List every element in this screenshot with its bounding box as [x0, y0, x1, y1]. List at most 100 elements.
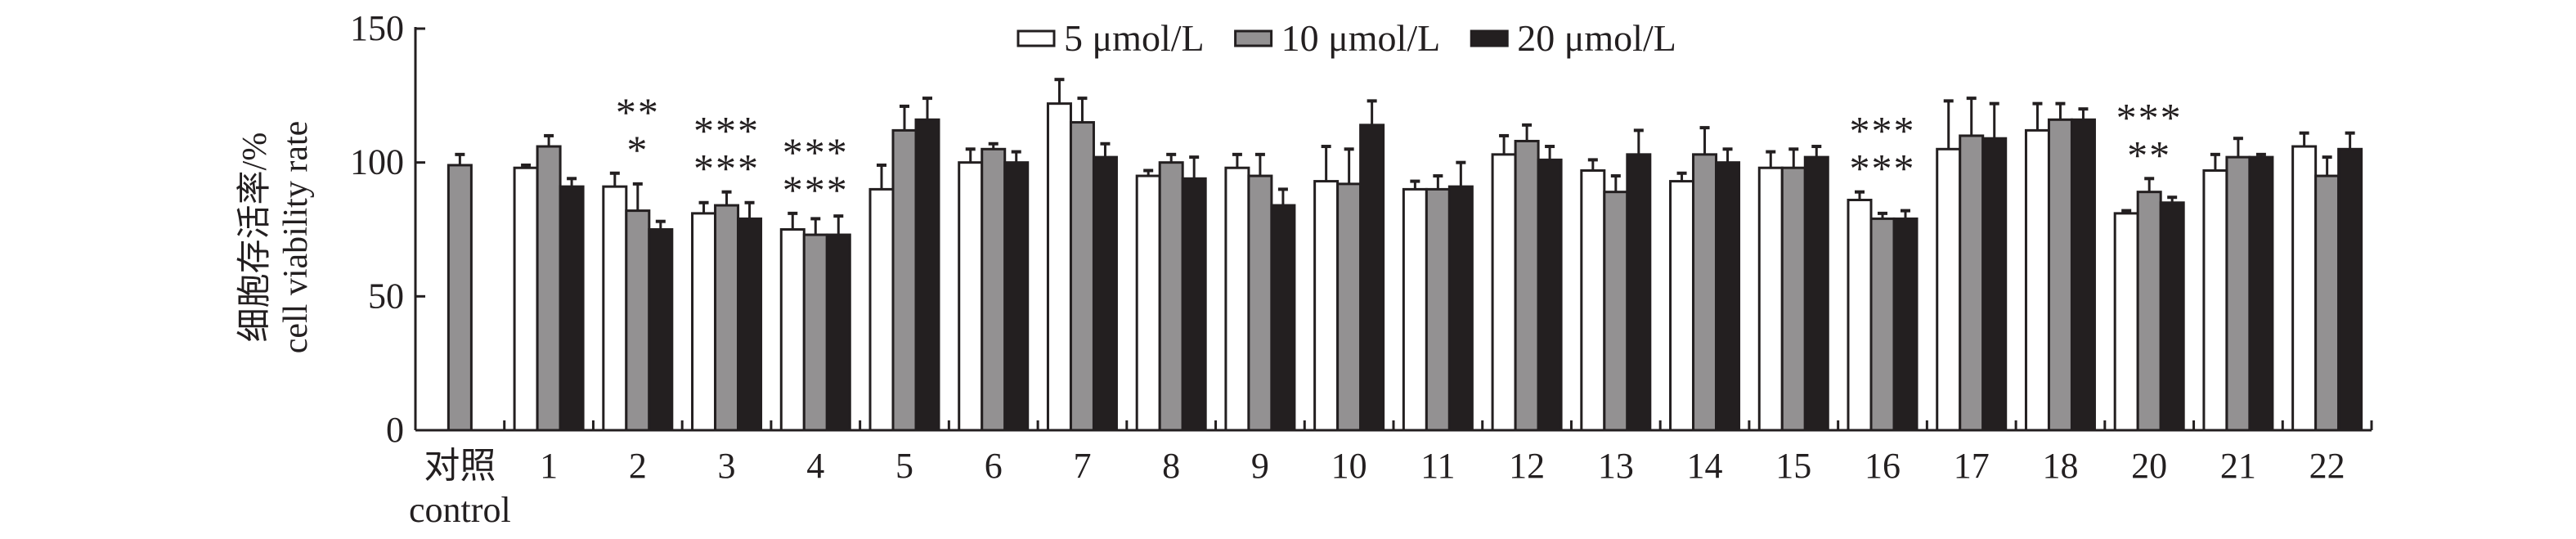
bar	[1402, 187, 1428, 432]
bar	[1669, 180, 1695, 432]
bar	[714, 204, 740, 432]
bar	[648, 228, 674, 432]
x-tick-label: 3	[718, 446, 736, 486]
bar	[2113, 212, 2139, 432]
legend-swatch	[1234, 29, 1273, 47]
legend: 5 μmol/L 10 μmol/L 20 μmol/L	[1016, 17, 1676, 59]
bar	[2159, 201, 2185, 432]
x-tick-label: 9	[1251, 446, 1269, 486]
bar	[1892, 217, 1919, 432]
bar	[2291, 145, 2318, 432]
x-tick-label: 21	[2220, 446, 2256, 486]
bar	[1981, 137, 2008, 432]
x-tick-label: 18	[2042, 446, 2078, 486]
bar	[981, 147, 1007, 432]
legend-label: 10 μmol/L	[1281, 17, 1441, 59]
bar	[1936, 147, 1962, 432]
y-tick-label: 0	[386, 410, 404, 450]
bar	[1692, 153, 1718, 432]
bar	[1359, 124, 1385, 432]
bar	[1869, 217, 1896, 432]
bar	[1313, 180, 1340, 432]
bar	[1425, 187, 1451, 432]
significance-marker: **	[2127, 132, 2171, 177]
bar	[868, 187, 895, 432]
x-tick-label: 15	[1775, 446, 1811, 486]
legend-label: 5 μmol/L	[1064, 17, 1205, 59]
bar	[1158, 161, 1184, 432]
legend-swatch	[1470, 29, 1509, 47]
bar	[602, 185, 628, 432]
bar	[559, 185, 585, 432]
bar	[2225, 155, 2251, 432]
bar	[891, 128, 918, 432]
bar	[825, 233, 851, 432]
bar	[1514, 139, 1540, 432]
significance-marker: ***	[783, 167, 849, 213]
bar	[1247, 174, 1273, 432]
bar	[1757, 166, 1784, 432]
bar	[536, 145, 562, 432]
bar	[1626, 153, 1652, 432]
significance-marker: ***	[1850, 146, 1916, 191]
significance-marker: ***	[783, 129, 849, 175]
x-tick-label: 2	[629, 446, 647, 486]
x-tick-label: 13	[1598, 446, 1634, 486]
x-tick-label: 11	[1420, 446, 1455, 486]
x-tick-label: 5	[895, 446, 913, 486]
bar	[1046, 102, 1072, 432]
x-tick-label: 6	[985, 446, 1003, 486]
x-tick-label: 14	[1687, 446, 1723, 486]
bar	[1224, 166, 1250, 432]
bar	[2314, 174, 2340, 432]
x-tick-label: 20	[2131, 446, 2167, 486]
y-tick-label: 100	[350, 142, 404, 182]
bar	[1847, 198, 1873, 432]
bar	[1959, 134, 1985, 432]
legend-label: 20 μmol/L	[1517, 17, 1676, 59]
bar	[2136, 191, 2162, 432]
bar	[802, 233, 828, 432]
significance-marker: ***	[2116, 94, 2183, 140]
bar	[1135, 174, 1161, 432]
x-tick-label: 8	[1162, 446, 1180, 486]
bar	[779, 228, 806, 432]
y-axis-label-cn: 细胞存活率/%	[236, 133, 274, 343]
y-tick-label: 50	[368, 276, 404, 316]
x-tick-label: 1	[540, 446, 558, 486]
bar	[1270, 204, 1296, 432]
bar	[1715, 161, 1741, 432]
bar	[691, 212, 717, 432]
x-tick-sublabel: control	[409, 490, 511, 530]
bar	[2202, 168, 2228, 432]
bar	[1181, 177, 1207, 432]
bar	[914, 118, 940, 432]
bar	[625, 209, 651, 432]
bar	[1336, 182, 1362, 432]
bar	[2070, 118, 2096, 432]
bar	[1069, 121, 1095, 432]
x-tick-label: 22	[2309, 446, 2345, 486]
bar	[1803, 155, 1829, 432]
bar	[2337, 147, 2363, 432]
y-axis-label-en: cell viability rate	[277, 121, 315, 354]
legend-swatch	[1016, 29, 1056, 47]
x-tick-label: 12	[1509, 446, 1545, 486]
bar	[1003, 161, 1030, 432]
x-tick-label: 10	[1331, 446, 1367, 486]
bar	[513, 166, 539, 432]
x-tick-label: 16	[1865, 446, 1901, 486]
bar	[2047, 118, 2073, 432]
bar	[958, 161, 984, 432]
x-tick-label: 17	[1954, 446, 1990, 486]
bar	[1603, 191, 1629, 432]
x-tick-label: 7	[1073, 446, 1091, 486]
bar	[2024, 128, 2050, 432]
significance-marker: **	[616, 89, 660, 135]
bar	[1780, 166, 1806, 432]
x-tick-label: 4	[806, 446, 824, 486]
significance-marker: *	[626, 127, 648, 173]
bar	[1491, 153, 1517, 432]
bar	[2248, 155, 2274, 432]
